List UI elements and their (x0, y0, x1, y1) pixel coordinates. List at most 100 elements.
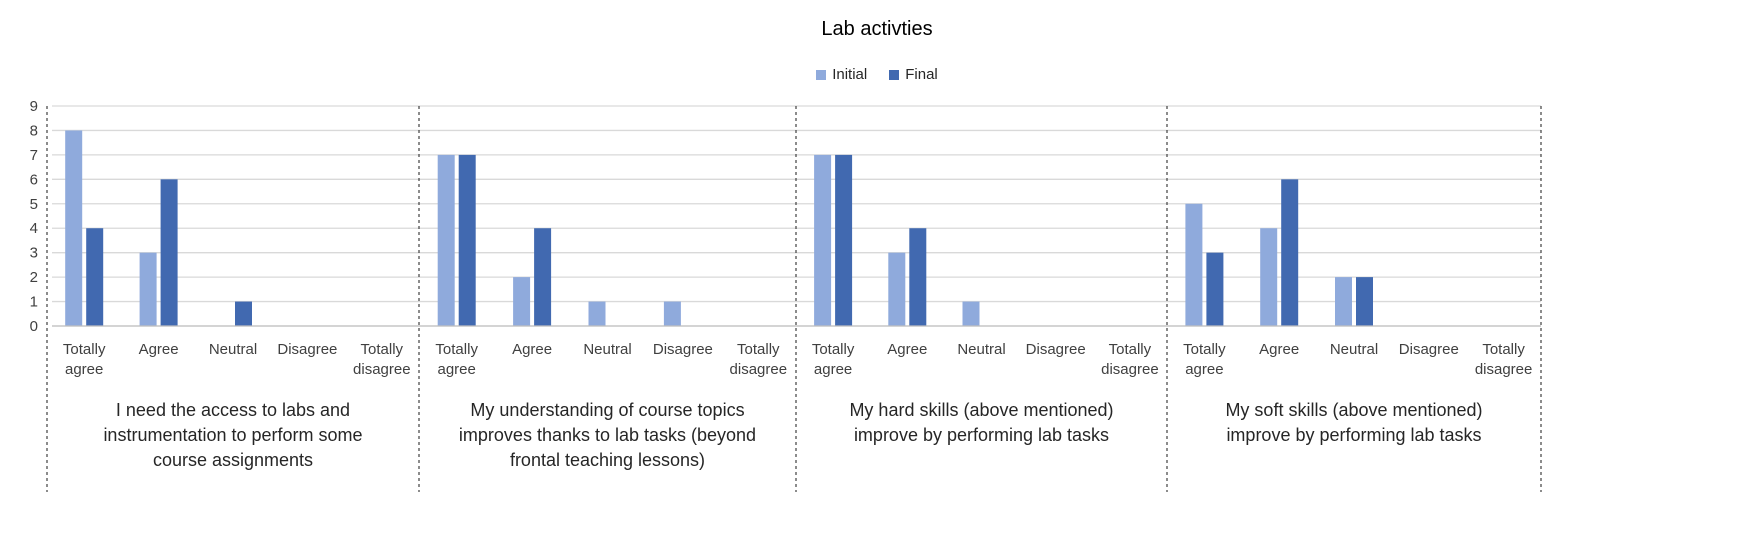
bar-initial (814, 154, 832, 326)
bar-final (86, 228, 104, 326)
bar-final (1356, 277, 1373, 326)
x-tick-label-line: Disagree (277, 341, 337, 358)
group-label: My hard skills (above mentioned) improve … (849, 400, 1113, 445)
x-tick-label-line: Neutral (1330, 341, 1378, 358)
x-tick-label-line: Totally (737, 341, 780, 358)
bar-final (458, 154, 476, 326)
x-tick-label-line: Neutral (583, 341, 631, 358)
x-tick-label-line: Agree (512, 341, 552, 358)
y-tick-label: 5 (30, 196, 38, 213)
x-tick-label-line: Agree (887, 341, 927, 358)
x-tick-label: Disagree (653, 341, 713, 358)
bar-initial (437, 154, 455, 326)
x-tick-label-line: agree (438, 361, 476, 378)
x-tick-label-line: Agree (139, 341, 179, 358)
group-label-line: My understanding of course topics (470, 400, 744, 420)
x-tick-label-line: Disagree (653, 341, 713, 358)
y-tick-label: 7 (30, 147, 38, 164)
bar-initial (65, 130, 83, 326)
x-tick-label-line: Totally (1183, 341, 1226, 358)
chart-title: Lab activties (821, 18, 933, 40)
x-tick-label: Totally disagree (730, 341, 788, 378)
x-tick-label: Agree (139, 341, 179, 358)
x-tick-label-line: Agree (1259, 341, 1299, 358)
bar-initial (663, 301, 681, 326)
x-tick-label: Disagree (1399, 341, 1459, 358)
bar-initial (588, 301, 606, 326)
x-tick-label: Totally disagree (353, 341, 411, 378)
x-tick-label-line: Totally (361, 341, 404, 358)
legend-label-final: Final (905, 66, 938, 83)
x-tick-label-line: Totally (812, 341, 855, 358)
x-tick-label: Agree (1259, 341, 1299, 358)
legend-item-initial: Initial (816, 66, 867, 83)
group-label: I need the access to labs and instrumenta… (103, 400, 362, 470)
x-tick-label: Neutral (209, 341, 257, 358)
x-tick-label-line: disagree (730, 361, 788, 378)
x-tick-label: Neutral (1330, 341, 1378, 358)
x-tick-label-line: Totally (63, 341, 106, 358)
x-tick-label-line: Disagree (1026, 341, 1086, 358)
bar-initial (888, 252, 906, 326)
bar-final (1206, 252, 1224, 326)
y-tick-label: 8 (30, 122, 38, 139)
x-tick-label: Totally disagree (1101, 341, 1159, 378)
x-tick-label: Disagree (277, 341, 337, 358)
x-tick-label-line: agree (814, 361, 852, 378)
y-tick-label: 9 (30, 98, 38, 115)
x-tick-label: Disagree (1026, 341, 1086, 358)
bar-final (534, 228, 552, 326)
x-tick-label-line: Neutral (957, 341, 1005, 358)
y-tick-label: 6 (30, 171, 38, 188)
bar-final (160, 179, 178, 326)
x-tick-label: Agree (512, 341, 552, 358)
x-tick-label-line: Totally (1109, 341, 1152, 358)
group-label-line: improve by performing lab tasks (854, 425, 1109, 445)
bar-initial (139, 252, 157, 326)
legend: Initial Final (0, 66, 1754, 83)
bar-initial (1260, 228, 1278, 326)
bar-initial (1185, 203, 1203, 326)
legend-swatch-final (889, 69, 900, 80)
legend-swatch-initial (816, 69, 827, 80)
legend-item-final: Final (889, 66, 938, 83)
x-tick-label-line: disagree (1475, 361, 1533, 378)
x-tick-label-line: Totally (435, 341, 478, 358)
y-tick-label: 3 (30, 245, 38, 262)
x-tick-label-line: agree (65, 361, 103, 378)
x-tick-label: Totally disagree (1475, 341, 1533, 378)
group-label: My understanding of course topics improve… (459, 400, 756, 470)
x-tick-label: Neutral (957, 341, 1005, 358)
x-tick-label: Agree (887, 341, 927, 358)
group-label-line: improves thanks to lab tasks (beyond (459, 425, 756, 445)
bar-initial (513, 277, 531, 326)
x-tick-label-line: Neutral (209, 341, 257, 358)
x-tick-label-line: Disagree (1399, 341, 1459, 358)
x-tick-label: Totally agree (435, 341, 478, 378)
x-tick-label: Totally agree (63, 341, 106, 378)
x-tick-label-line: agree (1185, 361, 1223, 378)
x-tick-label: Totally agree (1183, 341, 1226, 378)
y-tick-label: 2 (30, 269, 38, 286)
group-label-line: My hard skills (above mentioned) (849, 400, 1113, 420)
x-tick-label-line: disagree (1101, 361, 1159, 378)
group-label: My soft skills (above mentioned) improve … (1225, 400, 1482, 445)
group-label-line: course assignments (153, 450, 313, 470)
bar-initial (962, 301, 980, 326)
x-tick-label-line: disagree (353, 361, 411, 378)
group-label-line: I need the access to labs and (116, 400, 350, 420)
group-label-line: instrumentation to perform some (103, 425, 362, 445)
y-tick-label: 1 (30, 294, 38, 311)
group-label-line: My soft skills (above mentioned) (1225, 400, 1482, 420)
bar-final (235, 301, 252, 326)
y-tick-label: 0 (30, 318, 38, 335)
group-label-line: improve by performing lab tasks (1226, 425, 1481, 445)
x-tick-label: Neutral (583, 341, 631, 358)
legend-label-initial: Initial (832, 66, 868, 83)
bar-final (835, 154, 853, 326)
x-tick-label: Totally agree (812, 341, 855, 378)
x-tick-label-line: Totally (1482, 341, 1525, 358)
bar-initial (1335, 277, 1352, 326)
bar-final (909, 228, 927, 326)
